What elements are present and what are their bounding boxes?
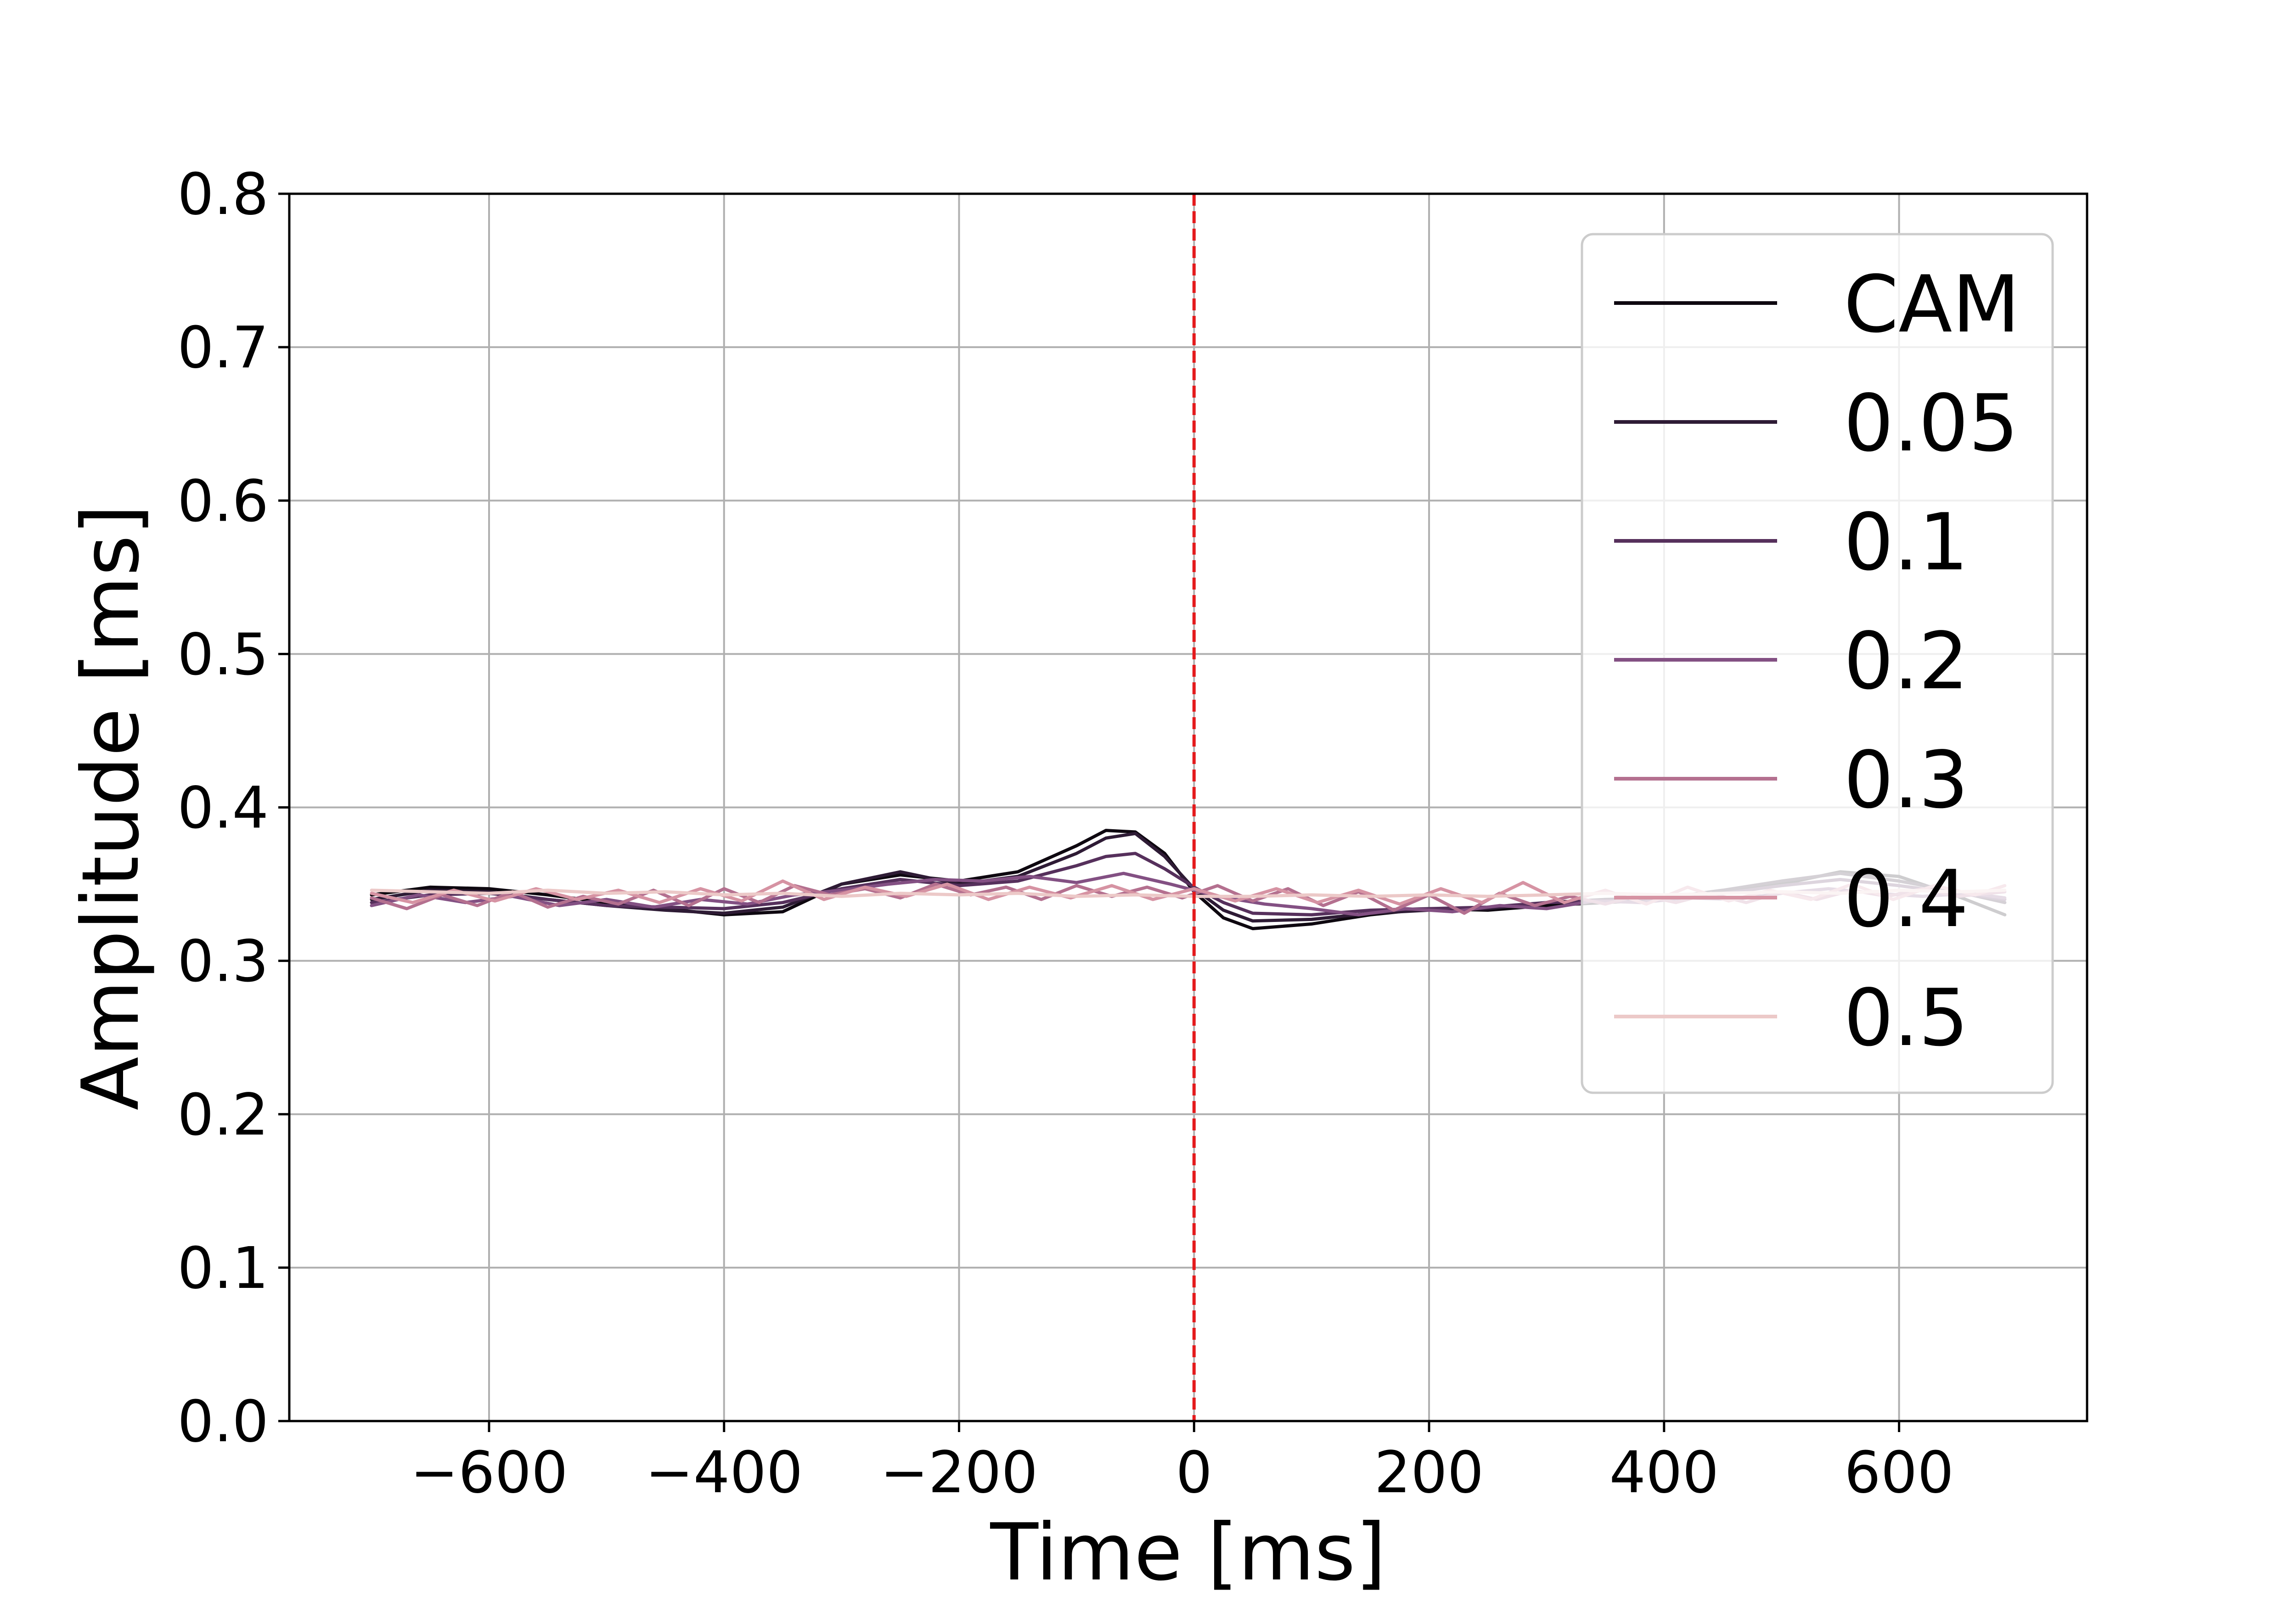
- y-tick-label: 0.4: [177, 775, 269, 842]
- x-axis-label: Time [ms]: [990, 1507, 1386, 1598]
- x-tick-label: −400: [645, 1439, 803, 1506]
- y-tick-label: 0.8: [177, 161, 269, 228]
- legend: CAM 0.05 0.1 0.2 0.3 0.4 0.5: [1581, 233, 2054, 1094]
- legend-label-2: 0.1: [1844, 497, 1969, 588]
- x-tick-label: −600: [410, 1439, 568, 1506]
- y-tick-label: 0.1: [177, 1235, 269, 1302]
- x-tick-label: 400: [1609, 1439, 1719, 1506]
- legend-label-3: 0.2: [1844, 616, 1969, 707]
- x-tick-label: −200: [880, 1439, 1038, 1506]
- y-tick-label: 0.5: [177, 621, 269, 688]
- x-tick-label: 0: [1176, 1439, 1213, 1506]
- x-tick-label: 200: [1374, 1439, 1484, 1506]
- y-tick-label: 0.2: [177, 1082, 269, 1148]
- legend-label-1: 0.05: [1844, 378, 2019, 469]
- y-tick-label: 0.3: [177, 928, 269, 995]
- y-tick-label: 0.7: [177, 315, 269, 381]
- legend-label-5: 0.4: [1844, 854, 1969, 945]
- x-tick-label: 600: [1844, 1439, 1954, 1506]
- y-tick-label: 0.6: [177, 468, 269, 534]
- legend-label-0: CAM: [1844, 259, 2020, 350]
- legend-items: CAM 0.05 0.1 0.2 0.3 0.4 0.5: [1614, 259, 2020, 1064]
- legend-label-4: 0.3: [1844, 735, 1969, 826]
- legend-box: [1581, 233, 2054, 1094]
- y-tick-label: 0.0: [177, 1388, 269, 1455]
- y-axis-label: Amplitude [ms]: [65, 505, 157, 1111]
- axis-ticks: −600 −400 −200 0 200 400 600 0.0 0.1 0.2 0.3 0.4 0.5…: [177, 161, 1954, 1506]
- legend-label-6: 0.5: [1844, 972, 1969, 1064]
